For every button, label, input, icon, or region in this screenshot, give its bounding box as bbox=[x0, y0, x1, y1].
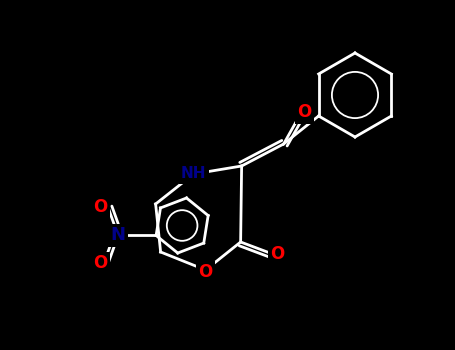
Text: NH: NH bbox=[181, 167, 207, 182]
Text: O: O bbox=[198, 263, 213, 281]
Text: O: O bbox=[298, 103, 312, 121]
Text: O: O bbox=[93, 198, 107, 216]
Text: O: O bbox=[93, 254, 107, 272]
Text: O: O bbox=[271, 245, 285, 263]
Text: N: N bbox=[111, 226, 126, 244]
